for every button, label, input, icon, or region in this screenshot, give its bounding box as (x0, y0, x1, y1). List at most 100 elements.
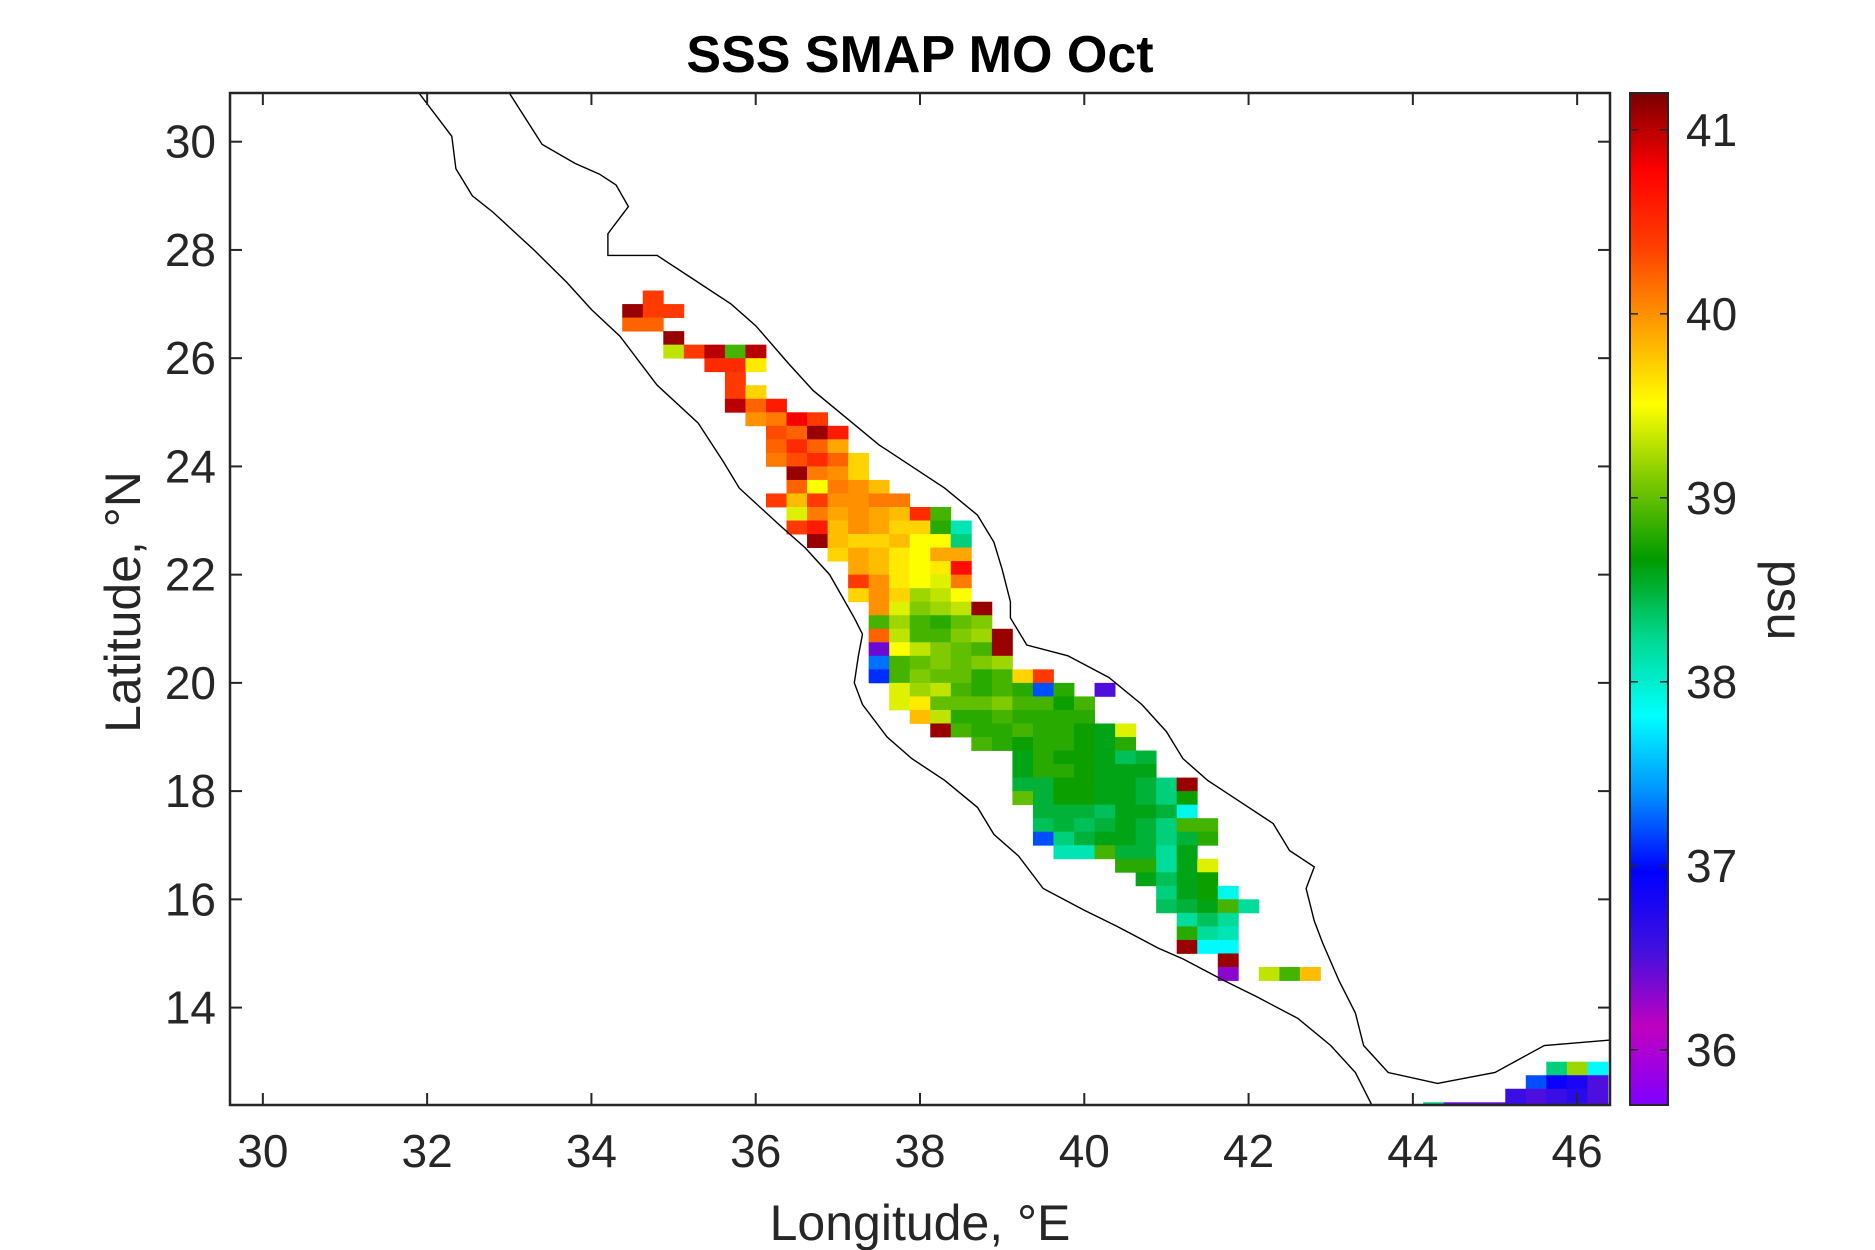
salinity-cell (1217, 953, 1239, 968)
salinity-cell (663, 331, 685, 346)
salinity-cell (950, 561, 972, 576)
salinity-cell (930, 723, 952, 738)
salinity-cell (868, 615, 890, 630)
salinity-cell (1094, 804, 1116, 819)
salinity-cell (807, 412, 828, 427)
salinity-cell (991, 682, 1013, 697)
salinity-cell (909, 547, 931, 562)
salinity-cell (909, 588, 931, 603)
salinity-cell (1587, 1088, 1609, 1103)
salinity-cell (1115, 777, 1137, 792)
y-tick-label: 18 (165, 765, 216, 817)
salinity-cell (930, 561, 952, 576)
salinity-cell (827, 520, 849, 535)
salinity-cell (1032, 791, 1054, 806)
salinity-cell (950, 696, 972, 711)
salinity-cell (1197, 872, 1219, 887)
salinity-cell (1012, 696, 1034, 711)
salinity-cell (1094, 791, 1116, 806)
salinity-cell (1094, 764, 1116, 778)
salinity-cell (971, 682, 993, 697)
salinity-cell (1546, 1102, 1568, 1105)
salinity-cell (765, 398, 787, 413)
salinity-cell (1094, 818, 1116, 833)
salinity-cell (889, 520, 911, 535)
salinity-cell (1115, 818, 1137, 833)
salinity-cell (950, 534, 972, 548)
salinity-cell (1443, 1102, 1465, 1105)
salinity-cell (1074, 764, 1095, 778)
y-tick-label: 28 (165, 224, 216, 276)
x-axis-ticks: 30 32 34 36 38 40 42 44 46 (237, 93, 1603, 1177)
salinity-cell (889, 615, 911, 630)
salinity-cell (868, 655, 890, 670)
salinity-cell (724, 398, 746, 413)
salinity-cell (1094, 845, 1116, 860)
salinity-cell (1032, 804, 1054, 819)
y-tick-label: 22 (165, 549, 216, 601)
salinity-cell (889, 628, 911, 643)
salinity-cell (786, 466, 808, 481)
y-tick-label: 16 (165, 873, 216, 925)
salinity-cell (1176, 777, 1198, 792)
salinity-cell (1115, 845, 1137, 860)
salinity-cell (807, 479, 828, 494)
plot-area: 30 32 34 36 38 40 42 44 46 14 16 18 20 22 24 26 28 30 (165, 91, 1612, 1177)
salinity-cell (1012, 723, 1034, 738)
colorbar-tick-label: 41 (1686, 104, 1737, 156)
salinity-cell (930, 507, 952, 521)
salinity-cell (786, 412, 808, 427)
salinity-cell (868, 561, 890, 576)
salinity-cell (950, 669, 972, 684)
salinity-cell (930, 534, 952, 548)
salinity-cell (1053, 709, 1075, 724)
salinity-cell (991, 723, 1013, 738)
salinity-cell (1217, 912, 1239, 927)
salinity-cell (827, 452, 849, 467)
y-axis-label: Latitude, °N (95, 471, 151, 733)
salinity-cell (1135, 791, 1157, 806)
salinity-cell (1135, 764, 1157, 778)
salinity-cell (1525, 1075, 1547, 1090)
colorbar: 36 37 38 39 40 41 psu (1629, 92, 1813, 1106)
salinity-cell (889, 493, 911, 508)
y-tick-label: 30 (165, 116, 216, 168)
salinity-cell (868, 642, 890, 657)
salinity-cell (971, 601, 993, 616)
x-tick-label: 36 (730, 1125, 781, 1177)
salinity-cell (1156, 831, 1178, 846)
salinity-cell (786, 507, 808, 521)
salinity-cell (765, 439, 787, 454)
salinity-cell (868, 507, 890, 521)
salinity-cell (1115, 791, 1137, 806)
salinity-cell (909, 507, 931, 521)
x-tick-label: 46 (1552, 1125, 1603, 1177)
y-tick-label: 20 (165, 657, 216, 709)
salinity-cell (848, 507, 870, 521)
salinity-cell (1217, 885, 1239, 900)
salinity-cell (745, 398, 767, 413)
salinity-cell (1094, 737, 1116, 751)
salinity-cell (848, 520, 870, 535)
salinity-cell (1032, 818, 1054, 833)
y-tick-label: 14 (165, 982, 216, 1034)
salinity-cell (1217, 939, 1239, 954)
salinity-cell (1115, 804, 1137, 819)
salinity-cell (1053, 723, 1075, 738)
salinity-cell (909, 561, 931, 576)
salinity-cell (1032, 696, 1054, 711)
salinity-cell (1135, 858, 1157, 873)
salinity-cell (1032, 764, 1054, 778)
salinity-cell (1053, 777, 1075, 792)
salinity-cell (889, 534, 911, 548)
salinity-cell (1012, 669, 1034, 684)
salinity-cell (1238, 899, 1260, 914)
salinity-cell (971, 696, 993, 711)
salinity-cell (642, 290, 664, 305)
salinity-cell (1053, 791, 1075, 806)
coastline (418, 93, 1373, 1105)
salinity-cell (663, 344, 685, 359)
salinity-cell (1012, 777, 1034, 792)
salinity-cell (848, 452, 870, 467)
salinity-cell (868, 534, 890, 548)
